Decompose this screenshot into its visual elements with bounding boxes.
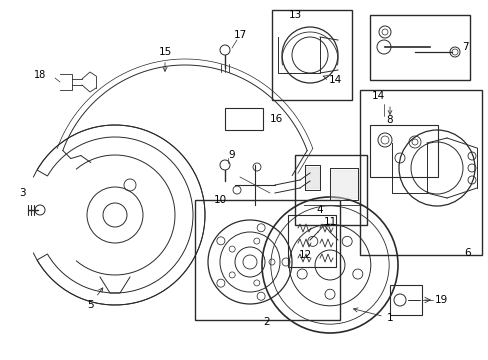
Text: 6: 6 <box>464 248 470 258</box>
Bar <box>294 155 366 225</box>
Text: 10: 10 <box>213 195 226 205</box>
Text: 16: 16 <box>269 114 283 124</box>
Polygon shape <box>305 167 319 188</box>
Text: 1: 1 <box>353 308 392 323</box>
Polygon shape <box>329 170 357 198</box>
Text: 14: 14 <box>322 75 341 85</box>
Text: 9: 9 <box>228 150 235 160</box>
Bar <box>369 15 469 80</box>
Bar <box>369 125 437 177</box>
Bar <box>271 10 351 100</box>
Text: 17: 17 <box>233 30 246 40</box>
Text: 12: 12 <box>298 250 311 260</box>
Text: 19: 19 <box>434 295 447 305</box>
Bar <box>359 90 481 255</box>
Text: 5: 5 <box>86 288 102 310</box>
Text: 11: 11 <box>323 217 336 227</box>
Text: 13: 13 <box>288 10 301 20</box>
Bar <box>224 108 263 130</box>
Bar <box>389 285 421 315</box>
Text: 8: 8 <box>386 115 392 125</box>
Text: 7: 7 <box>461 42 468 52</box>
Text: 14: 14 <box>370 91 384 101</box>
Text: 3: 3 <box>19 188 25 198</box>
Text: 18: 18 <box>34 70 46 80</box>
Text: 4: 4 <box>316 205 323 215</box>
Bar <box>195 200 339 320</box>
Text: 2: 2 <box>263 317 270 327</box>
Bar <box>287 215 335 267</box>
Text: 15: 15 <box>158 47 171 71</box>
